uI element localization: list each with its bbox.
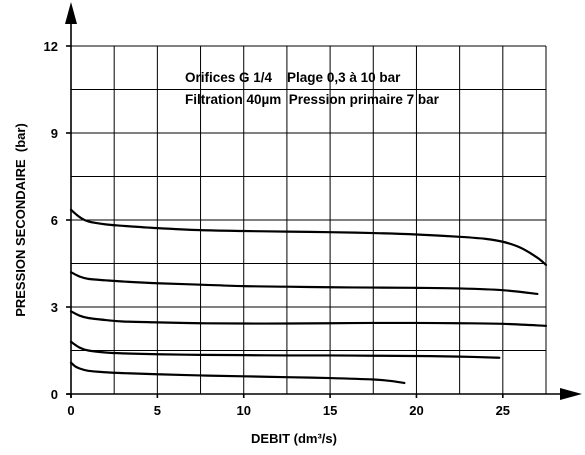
- x-tick-label: 15: [323, 403, 337, 418]
- y-tick-label: 12: [44, 39, 58, 54]
- axes: [65, 2, 582, 400]
- curves: [69, 208, 548, 385]
- y-tick-label: 0: [51, 387, 58, 402]
- annotation-line-2: Filtration 40µm Pression primaire 7 bar: [185, 92, 440, 107]
- y-tick-label: 3: [51, 300, 58, 315]
- series-curve-5: [69, 361, 406, 385]
- y-tick-label: 9: [51, 126, 58, 141]
- x-tick-label: 20: [409, 403, 423, 418]
- grid: [71, 45, 547, 394]
- y-axis-title: PRESSION SECONDAIRE (bar): [13, 123, 28, 317]
- series-curve-4: [69, 340, 501, 359]
- x-axis-title: DEBIT (dm³/s): [251, 431, 337, 446]
- x-tick-label: 10: [236, 403, 250, 418]
- series-curve-3: [69, 310, 548, 327]
- y-axis-arrow: [65, 2, 77, 24]
- series-curve-2: [69, 271, 539, 296]
- tick-labels: 0 5 10 15 20 25 0 3 6 9 12: [44, 39, 511, 418]
- x-axis-arrow: [560, 388, 582, 400]
- series-curve-1: [69, 208, 548, 267]
- x-tick-label: 0: [67, 403, 74, 418]
- x-tick-label: 5: [154, 403, 161, 418]
- y-tick-label: 6: [51, 213, 58, 228]
- x-tick-label: 25: [496, 403, 510, 418]
- annotation-line-1: Orifices G 1/4 Plage 0,3 à 10 bar: [185, 70, 401, 85]
